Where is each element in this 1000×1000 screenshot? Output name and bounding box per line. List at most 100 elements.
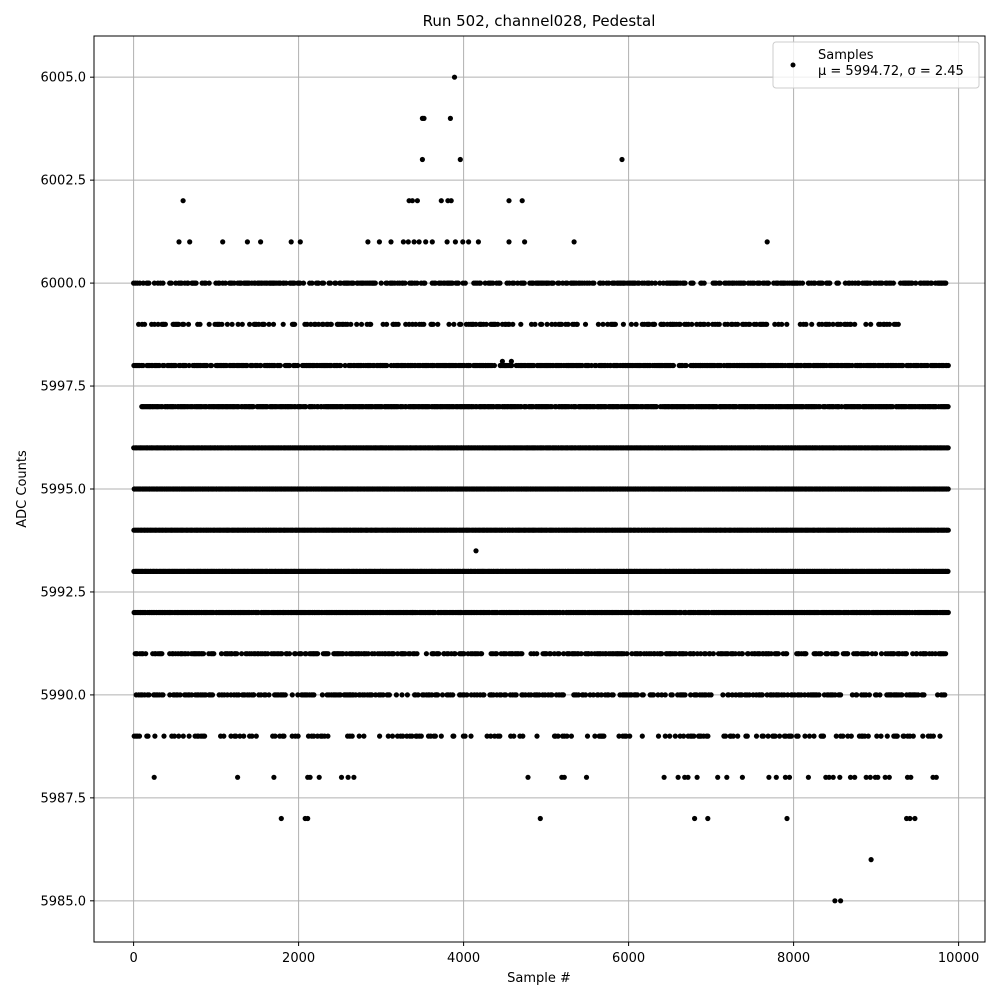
data-point bbox=[300, 280, 307, 286]
data-point bbox=[544, 321, 550, 327]
data-point bbox=[830, 321, 836, 327]
data-point bbox=[716, 321, 722, 327]
data-point bbox=[565, 321, 571, 327]
data-point bbox=[304, 321, 310, 327]
data-point bbox=[422, 280, 428, 286]
data-point bbox=[250, 404, 256, 410]
data-point bbox=[222, 280, 228, 286]
data-point bbox=[378, 280, 384, 286]
data-point bbox=[495, 321, 501, 327]
data-point bbox=[765, 280, 772, 286]
data-point bbox=[612, 321, 619, 327]
data-point bbox=[446, 321, 452, 327]
data-point bbox=[354, 321, 360, 327]
data-point bbox=[564, 280, 570, 286]
data-point bbox=[827, 280, 833, 286]
data-point bbox=[559, 321, 565, 327]
data-point bbox=[826, 321, 832, 327]
data-point bbox=[229, 321, 235, 327]
data-point bbox=[414, 280, 420, 286]
data-point bbox=[886, 321, 893, 327]
data-point bbox=[208, 362, 215, 369]
data-point bbox=[856, 280, 862, 286]
data-point bbox=[900, 362, 906, 369]
data-point bbox=[863, 321, 869, 327]
data-point bbox=[483, 321, 489, 327]
data-point bbox=[518, 321, 524, 327]
data-point bbox=[772, 321, 778, 327]
data-point bbox=[204, 362, 210, 369]
data-point bbox=[595, 321, 602, 327]
data-point bbox=[633, 321, 639, 327]
data-point bbox=[477, 280, 484, 286]
data-point bbox=[490, 280, 496, 286]
data-point bbox=[287, 362, 293, 369]
data-point bbox=[652, 321, 658, 327]
data-point bbox=[395, 321, 401, 327]
data-point bbox=[303, 404, 309, 410]
data-point bbox=[620, 321, 627, 327]
data-point bbox=[799, 280, 806, 286]
data-points bbox=[131, 74, 951, 904]
data-point bbox=[682, 280, 688, 286]
data-point bbox=[151, 321, 158, 327]
data-point bbox=[185, 280, 191, 286]
chart-title: Run 502, channel028, Pedestal bbox=[423, 12, 656, 30]
data-point bbox=[812, 280, 818, 286]
data-point bbox=[342, 362, 348, 369]
data-point bbox=[868, 321, 874, 327]
data-point bbox=[764, 321, 770, 327]
data-point bbox=[725, 321, 731, 327]
data-point bbox=[689, 321, 695, 327]
data-point bbox=[219, 321, 225, 327]
data-point bbox=[677, 321, 683, 327]
data-point bbox=[879, 280, 885, 286]
data-point bbox=[497, 280, 503, 286]
data-point bbox=[258, 362, 264, 369]
data-point bbox=[653, 404, 660, 410]
data-point bbox=[368, 321, 374, 327]
data-point bbox=[142, 321, 148, 327]
data-point bbox=[701, 280, 707, 286]
data-point bbox=[338, 362, 344, 369]
data-point bbox=[455, 280, 461, 286]
data-point bbox=[348, 321, 354, 327]
data-point bbox=[140, 362, 146, 369]
data-point bbox=[929, 280, 935, 286]
data-point bbox=[945, 568, 951, 575]
data-point bbox=[327, 280, 334, 286]
data-point bbox=[283, 280, 289, 286]
data-point bbox=[421, 321, 427, 327]
data-point bbox=[735, 321, 741, 327]
data-point bbox=[556, 280, 562, 286]
data-point bbox=[372, 280, 378, 286]
data-point bbox=[473, 321, 479, 327]
data-point bbox=[717, 280, 723, 286]
data-point bbox=[574, 321, 580, 327]
data-point bbox=[186, 362, 192, 369]
data-point bbox=[511, 280, 517, 286]
data-point bbox=[819, 280, 825, 286]
data-point bbox=[162, 321, 168, 327]
data-point bbox=[413, 321, 419, 327]
data-point bbox=[945, 527, 951, 533]
data-point bbox=[266, 321, 272, 327]
data-point bbox=[168, 280, 174, 286]
data-point bbox=[600, 321, 606, 327]
data-point bbox=[235, 321, 241, 327]
data-point bbox=[181, 321, 187, 327]
data-point bbox=[945, 486, 951, 492]
data-point bbox=[779, 321, 785, 327]
data-point bbox=[458, 321, 464, 327]
data-point bbox=[943, 280, 949, 286]
data-point bbox=[309, 280, 315, 286]
data-point bbox=[747, 321, 753, 327]
data-point bbox=[909, 280, 915, 286]
data-point bbox=[683, 362, 689, 369]
data-point bbox=[890, 280, 897, 286]
data-point bbox=[657, 280, 663, 286]
data-point bbox=[185, 321, 192, 327]
data-point bbox=[945, 445, 951, 451]
